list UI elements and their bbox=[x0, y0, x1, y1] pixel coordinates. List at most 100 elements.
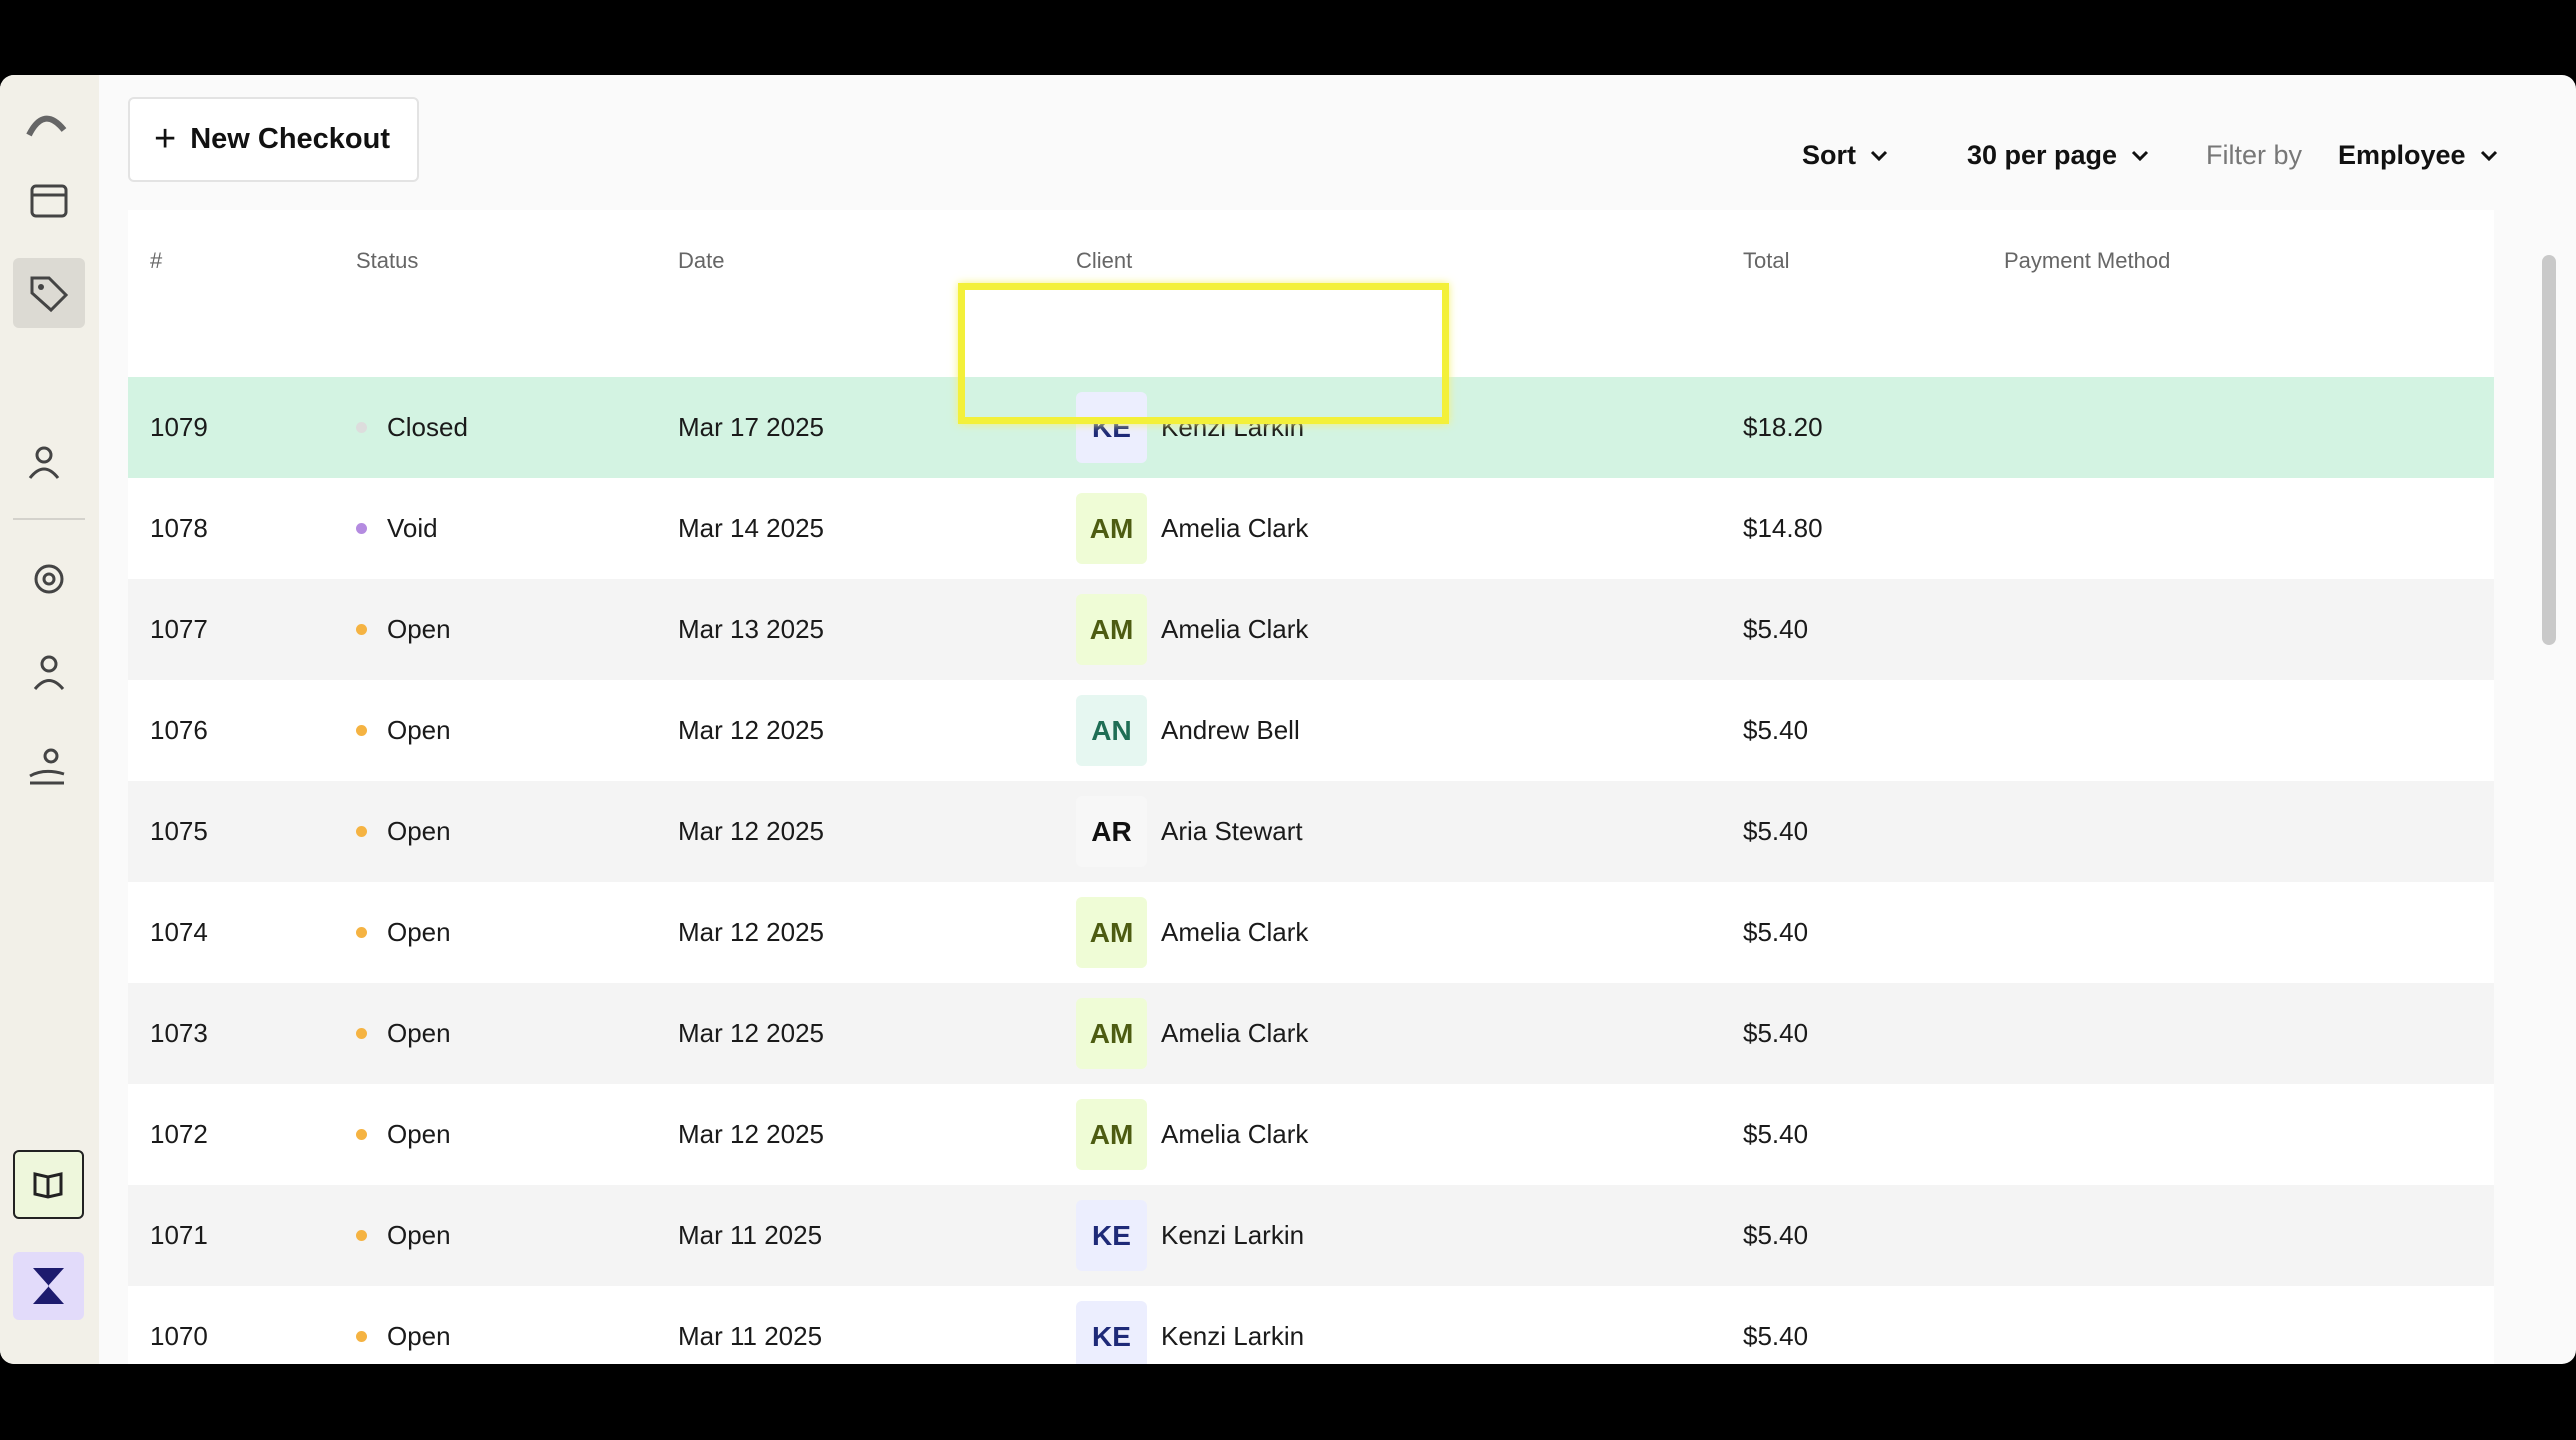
checkout-id: 1070 bbox=[150, 1321, 208, 1351]
table-row[interactable]: 1075 Open Mar 12 2025 AR Aria Stewart $5.40 bbox=[128, 781, 2494, 882]
per-page-label: 30 per page bbox=[1967, 140, 2118, 170]
date: Mar 12 2025 bbox=[678, 1119, 824, 1149]
scrollbar[interactable] bbox=[2542, 255, 2556, 645]
sidebar bbox=[0, 75, 99, 1364]
new-checkout-button[interactable]: + New Checkout bbox=[128, 97, 419, 182]
docs-button[interactable] bbox=[13, 1150, 84, 1219]
status-text: Void bbox=[387, 513, 438, 543]
checkout-id: 1077 bbox=[150, 614, 208, 644]
column-header: Total bbox=[1743, 248, 1790, 273]
table-row[interactable]: 1078 Void Mar 14 2025 AM Amelia Clark $14.80 bbox=[128, 478, 2494, 579]
active-nav[interactable] bbox=[13, 258, 85, 328]
checkout-id: 1079 bbox=[150, 412, 208, 442]
column-header: Status bbox=[356, 248, 419, 273]
date: Mar 12 2025 bbox=[678, 816, 824, 846]
settings-icon[interactable] bbox=[24, 554, 74, 604]
status-text: Open bbox=[387, 1321, 451, 1351]
table-row[interactable]: 1076 Open Mar 12 2025 AN Andrew Bell $5.40 bbox=[128, 680, 2494, 781]
status-dot bbox=[356, 725, 367, 736]
filter-text: Filter by bbox=[2206, 140, 2303, 170]
date: Mar 12 2025 bbox=[678, 715, 824, 745]
avatar: AN bbox=[1076, 695, 1147, 766]
status-dot bbox=[356, 1129, 367, 1140]
user-icon[interactable] bbox=[24, 648, 74, 698]
avatar: AM bbox=[1076, 1099, 1147, 1170]
calendar-icon[interactable] bbox=[24, 175, 74, 225]
status-text: Closed bbox=[387, 412, 468, 442]
status-text: Open bbox=[387, 1018, 451, 1048]
avatar: AM bbox=[1076, 493, 1147, 564]
client-cell: KE Kenzi Larkin bbox=[1076, 1185, 1304, 1286]
client-name: Amelia Clark bbox=[1161, 1119, 1309, 1149]
client-cell: AR Aria Stewart bbox=[1076, 781, 1303, 882]
status-cell: Open bbox=[356, 1286, 451, 1364]
total: $18.20 bbox=[1743, 412, 1823, 442]
timer-button[interactable] bbox=[13, 1252, 84, 1320]
date: Mar 13 2025 bbox=[678, 614, 824, 644]
checkout-id: 1075 bbox=[150, 816, 208, 846]
per-page-dropdown[interactable]: 30 per page bbox=[1967, 140, 2149, 171]
employee-label: Employee bbox=[2338, 140, 2466, 170]
status-dot bbox=[356, 422, 367, 433]
table-row[interactable]: 1072 Open Mar 12 2025 AM Amelia Clark $5.40 bbox=[128, 1084, 2494, 1185]
checkout-id: 1072 bbox=[150, 1119, 208, 1149]
client-name: Amelia Clark bbox=[1161, 917, 1309, 947]
status-dot bbox=[356, 826, 367, 837]
status-cell: Void bbox=[356, 478, 438, 579]
table-row[interactable]: 1071 Open Mar 11 2025 KE Kenzi Larkin $5.40 bbox=[128, 1185, 2494, 1286]
highlight-annotation bbox=[958, 283, 1449, 424]
table-row[interactable]: 1073 Open Mar 12 2025 AM Amelia Clark $5.40 bbox=[128, 983, 2494, 1084]
avatar: AM bbox=[1076, 594, 1147, 665]
total: $5.40 bbox=[1743, 1220, 1809, 1250]
status-dot bbox=[356, 1230, 367, 1241]
status-text: Open bbox=[387, 816, 451, 846]
employee-dropdown[interactable]: Employee bbox=[2338, 140, 2498, 171]
date: Mar 12 2025 bbox=[678, 1018, 824, 1048]
status-text: Open bbox=[387, 1119, 451, 1149]
client-cell: AM Amelia Clark bbox=[1076, 882, 1308, 983]
filter-label: Filter by bbox=[2206, 140, 2302, 171]
status-text: Open bbox=[387, 715, 451, 745]
status-dot bbox=[356, 927, 367, 938]
table-row[interactable]: 1077 Open Mar 13 2025 AM Amelia Clark $5.40 bbox=[128, 579, 2494, 680]
tag-icon[interactable] bbox=[24, 268, 74, 318]
status-cell: Open bbox=[356, 1185, 451, 1286]
avatar: KE bbox=[1076, 392, 1147, 463]
client-name: Amelia Clark bbox=[1161, 614, 1309, 644]
total: $5.40 bbox=[1743, 816, 1809, 846]
checkout-id: 1074 bbox=[150, 917, 208, 947]
client-name: Amelia Clark bbox=[1161, 1018, 1309, 1048]
date: Mar 14 2025 bbox=[678, 513, 824, 543]
status-cell: Open bbox=[356, 882, 451, 983]
date: Mar 12 2025 bbox=[678, 917, 824, 947]
main: + New Checkout Sort 30 per page Filter by… bbox=[99, 75, 2576, 1364]
checkout-id: 1073 bbox=[150, 1018, 208, 1048]
column-header: Client bbox=[1076, 248, 1133, 273]
status-dot bbox=[356, 1028, 367, 1039]
total: $5.40 bbox=[1743, 1321, 1809, 1351]
column-header: # bbox=[150, 248, 163, 273]
date: Mar 17 2025 bbox=[678, 412, 824, 442]
sort-dropdown[interactable]: Sort bbox=[1802, 140, 1888, 171]
status-dot bbox=[356, 523, 367, 534]
status-dot bbox=[356, 624, 367, 635]
service-icon[interactable] bbox=[24, 742, 74, 792]
table-row[interactable]: 1074 Open Mar 12 2025 AM Amelia Clark $5.40 bbox=[128, 882, 2494, 983]
divider bbox=[13, 518, 85, 520]
client-cell: KE Kenzi Larkin bbox=[1076, 1286, 1304, 1364]
checkout-table: # Status Date Client Total Payment Method 1079… bbox=[128, 210, 2494, 1364]
logo-icon bbox=[26, 115, 67, 137]
total: $14.80 bbox=[1743, 513, 1823, 543]
date: Mar 11 2025 bbox=[678, 1220, 823, 1250]
status-dot bbox=[356, 1331, 367, 1342]
column-header: Date bbox=[678, 248, 725, 273]
total: $5.40 bbox=[1743, 917, 1809, 947]
table-row[interactable]: 1070 Open Mar 11 2025 KE Kenzi Larkin $5.40 bbox=[128, 1286, 2494, 1364]
avatar: KE bbox=[1076, 1200, 1147, 1271]
clients-icon[interactable] bbox=[24, 438, 74, 488]
status-cell: Open bbox=[356, 680, 451, 781]
total: $5.40 bbox=[1743, 715, 1809, 745]
client-cell: AN Andrew Bell bbox=[1076, 680, 1300, 781]
table-row[interactable]: 1079 Closed Mar 17 2025 KE Kenzi Larkin $18.2… bbox=[128, 377, 2494, 478]
status-cell: Open bbox=[356, 781, 451, 882]
